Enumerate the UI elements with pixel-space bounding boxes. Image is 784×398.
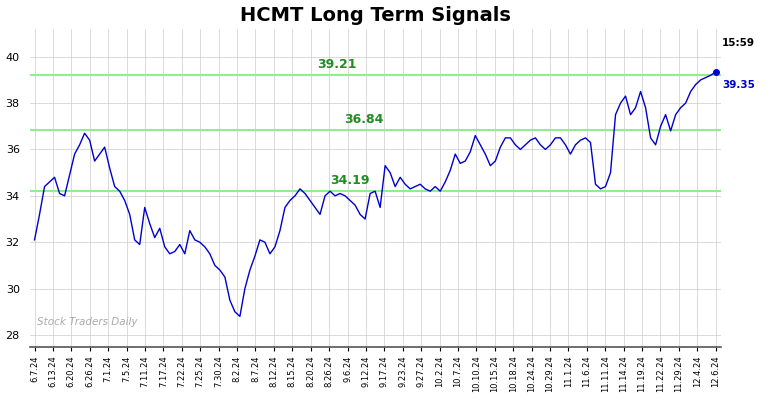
Title: HCMT Long Term Signals: HCMT Long Term Signals bbox=[240, 6, 510, 25]
Text: Stock Traders Daily: Stock Traders Daily bbox=[37, 317, 137, 327]
Text: 34.19: 34.19 bbox=[330, 174, 370, 187]
Text: 36.84: 36.84 bbox=[344, 113, 383, 126]
Text: 39.35: 39.35 bbox=[722, 80, 755, 90]
Text: 39.21: 39.21 bbox=[317, 58, 356, 71]
Text: 15:59: 15:59 bbox=[722, 39, 755, 49]
